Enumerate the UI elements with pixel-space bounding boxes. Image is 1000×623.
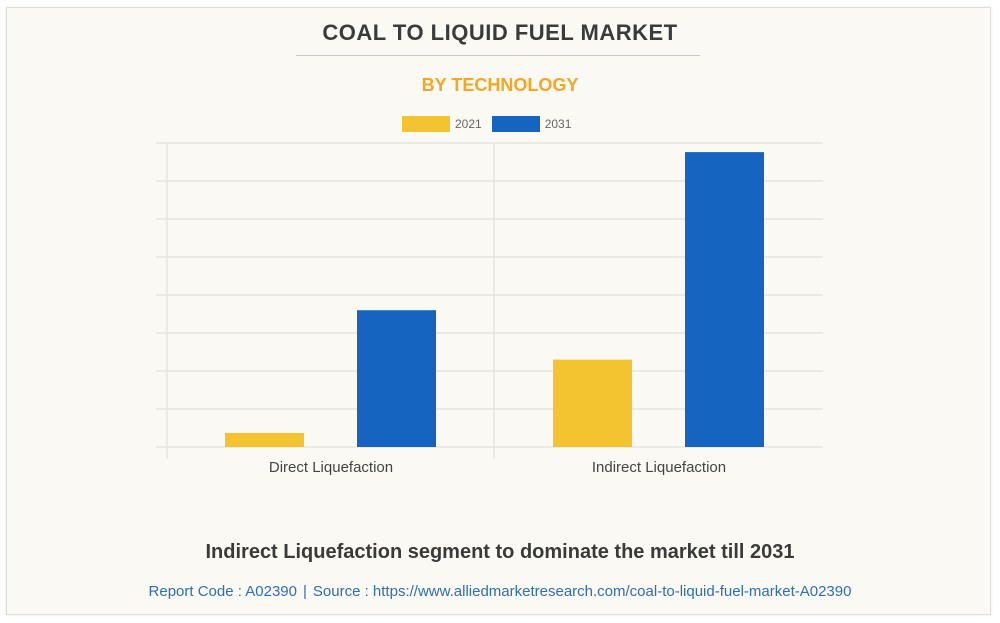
chart-card [6, 7, 991, 615]
bar-2031-indirect-liquefaction [685, 152, 764, 447]
report-footer: Report Code : A02390 | Source : https://ww… [0, 583, 1000, 600]
footer-separator: | [302, 583, 307, 600]
chart-title: COAL TO LIQUID FUEL MARKET [322, 20, 678, 45]
legend-label-2031: 2031 [544, 116, 572, 131]
chart-headline: Indirect Liquefaction segment to dominat… [205, 541, 795, 563]
chart-subtitle: BY TECHNOLOGY [421, 75, 579, 95]
bar-2021-indirect-liquefaction [553, 359, 632, 447]
bar-2031-direct-liquefaction [357, 310, 436, 447]
source-link[interactable]: Source : https://www.alliedmarketresearc… [312, 583, 852, 600]
report-code: Report Code : A02390 [148, 583, 297, 600]
chart-legend: 2021 2031 [402, 115, 581, 132]
bar-2021-direct-liquefaction [225, 432, 304, 447]
legend-swatch-2021 [402, 115, 450, 132]
legend-swatch-2031 [491, 115, 540, 132]
x-tick-label: Direct Liquefaction [269, 459, 393, 476]
legend-item-2021[interactable]: 2021 [402, 115, 482, 132]
legend-label-2021: 2021 [455, 116, 482, 131]
title-divider [296, 55, 700, 56]
legend-item-2031[interactable]: 2031 [491, 115, 572, 132]
x-tick-label: Indirect Liquefaction [592, 459, 726, 476]
